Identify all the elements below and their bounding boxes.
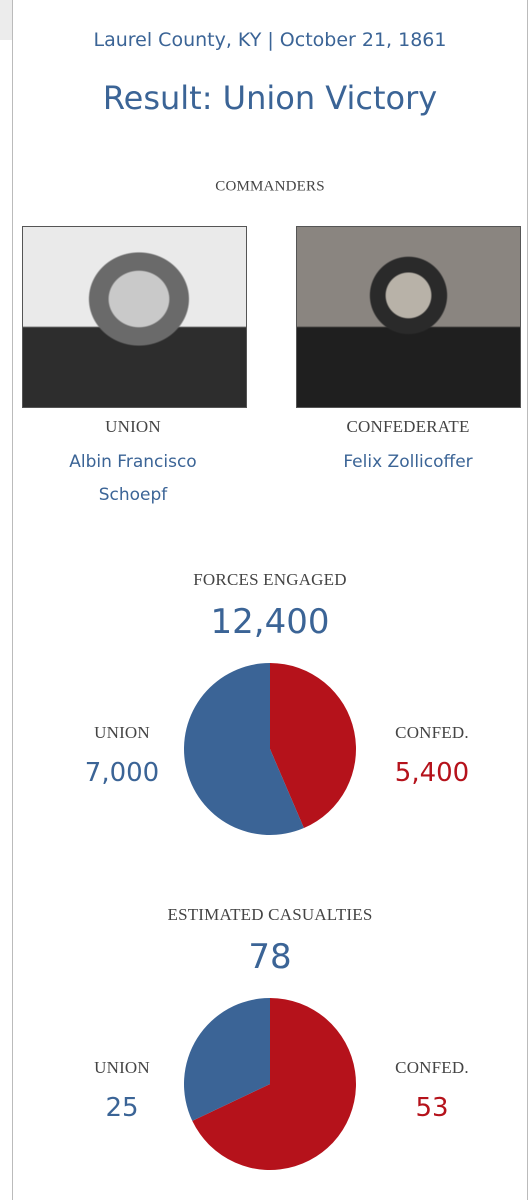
legend-label: CONFED. <box>395 723 469 743</box>
chart-total: 78 <box>248 937 291 977</box>
legend-label: UNION <box>94 1058 150 1078</box>
result: Result: Union Victory <box>103 79 437 117</box>
legend-label: CONFED. <box>395 1058 469 1078</box>
value-label: 5,400 <box>395 758 469 788</box>
page: (() => { const data = JSON.parse(documen… <box>0 0 530 1198</box>
chart-title: ESTIMATED CASUALTIES <box>167 905 372 925</box>
commander-side: CONFEDERATE <box>346 417 469 437</box>
value-label: 25 <box>105 1093 138 1123</box>
commander-name: Felix Zollicoffer <box>323 446 493 479</box>
chart-total: 12,400 <box>211 602 330 642</box>
value-label: 53 <box>415 1093 448 1123</box>
legend-label: UNION <box>94 723 150 743</box>
commander-side: UNION <box>105 417 161 437</box>
commanders-title: COMMANDERS <box>215 179 325 196</box>
value-label: 7,000 <box>85 758 159 788</box>
commander-name: Albin Francisco Schoepf <box>48 446 218 512</box>
location-date: Laurel County, KY | October 21, 1861 <box>94 29 447 51</box>
chart-title: FORCES ENGAGED <box>193 570 346 590</box>
